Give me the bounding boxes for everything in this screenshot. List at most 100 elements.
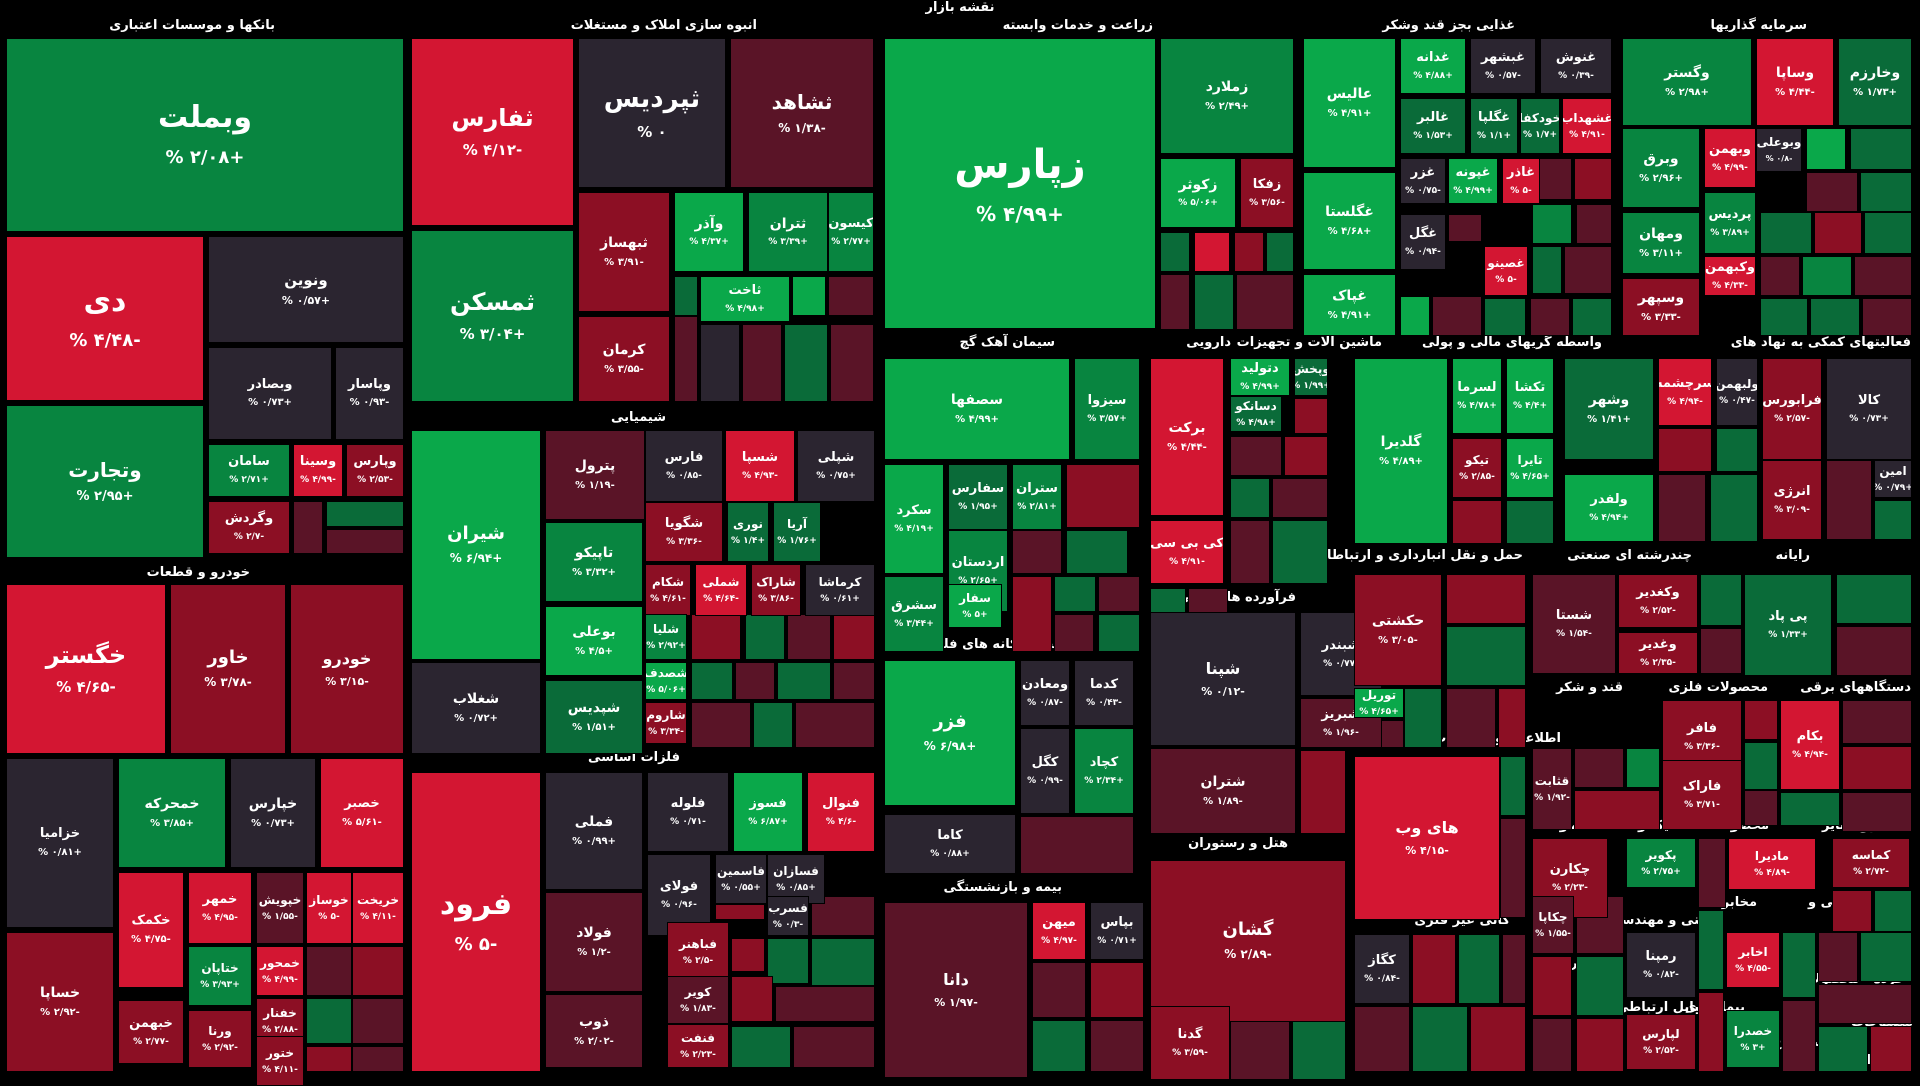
- stock-tile[interactable]: بکام -۴/۹۴ %: [1780, 700, 1840, 790]
- stock-tile[interactable]: وتجارت +۲/۹۵ %: [6, 405, 204, 558]
- small-tile[interactable]: [1294, 398, 1328, 434]
- stock-tile[interactable]: وبملت +۲/۰۸ %: [6, 38, 404, 232]
- stock-tile[interactable]: وشهر +۱/۴۱ %: [1564, 358, 1654, 460]
- small-tile[interactable]: [792, 276, 826, 316]
- small-tile[interactable]: [1066, 464, 1140, 528]
- small-tile[interactable]: [731, 976, 773, 1022]
- stock-tile[interactable]: غالبر +۱/۵۳ %: [1400, 98, 1466, 154]
- stock-tile[interactable]: وپارس -۲/۵۳ %: [346, 444, 404, 497]
- small-tile[interactable]: [1826, 460, 1872, 540]
- stock-tile[interactable]: حکشتی -۳/۰۵ %: [1354, 574, 1442, 686]
- stock-tile[interactable]: اخابر -۴/۵۵ %: [1726, 932, 1780, 988]
- small-tile[interactable]: [1484, 298, 1526, 336]
- stock-tile[interactable]: وبوعلی -۰/۸ %: [1756, 128, 1802, 172]
- small-tile[interactable]: [326, 501, 404, 527]
- small-tile[interactable]: [1412, 934, 1456, 1004]
- small-tile[interactable]: [1576, 956, 1624, 1016]
- stock-tile[interactable]: کیسون +۲/۷۷ %: [828, 192, 874, 272]
- stock-tile[interactable]: سصفها +۴/۹۹ %: [884, 358, 1070, 460]
- stock-tile[interactable]: تکشا +۴/۴ %: [1506, 358, 1554, 434]
- small-tile[interactable]: [767, 938, 809, 984]
- small-tile[interactable]: [1744, 700, 1778, 740]
- small-tile[interactable]: [1874, 500, 1912, 540]
- stock-tile[interactable]: وبرق +۲/۹۶ %: [1622, 128, 1700, 208]
- stock-tile[interactable]: ولبهمن -۰/۴۷ %: [1716, 358, 1758, 426]
- small-tile[interactable]: [1054, 576, 1096, 612]
- small-tile[interactable]: [742, 324, 782, 402]
- stock-tile[interactable]: قثابت -۱/۹۲ %: [1532, 748, 1572, 830]
- small-tile[interactable]: [1098, 614, 1140, 652]
- stock-tile[interactable]: کویر -۱/۸۳ %: [667, 976, 729, 1024]
- small-tile[interactable]: [1412, 1006, 1468, 1072]
- stock-tile[interactable]: کرماشا +۰/۶۱ %: [805, 564, 875, 616]
- small-tile[interactable]: [1032, 962, 1086, 1018]
- stock-tile[interactable]: خپارس +۰/۷۳ %: [230, 758, 316, 868]
- stock-tile[interactable]: سفار +۵ %: [948, 584, 1002, 628]
- stock-tile[interactable]: ومعادن -۰/۸۷ %: [1020, 660, 1070, 726]
- small-tile[interactable]: [1814, 212, 1862, 254]
- small-tile[interactable]: [1576, 1018, 1624, 1072]
- small-tile[interactable]: [306, 1046, 352, 1072]
- stock-tile[interactable]: فاراک -۳/۷۱ %: [1662, 760, 1742, 830]
- stock-tile[interactable]: کالا +۰/۷۳ %: [1826, 358, 1912, 460]
- stock-tile[interactable]: شپلی +۰/۷۵ %: [797, 430, 875, 502]
- small-tile[interactable]: [691, 662, 733, 700]
- small-tile[interactable]: [691, 702, 751, 748]
- small-tile[interactable]: [1806, 128, 1846, 170]
- stock-tile[interactable]: سامان +۲/۷۱ %: [208, 444, 290, 497]
- small-tile[interactable]: [1864, 212, 1912, 254]
- stock-tile[interactable]: غپاک +۴/۹۱ %: [1303, 274, 1396, 336]
- small-tile[interactable]: [793, 1026, 875, 1068]
- small-tile[interactable]: [1090, 1020, 1144, 1072]
- small-tile[interactable]: [1818, 1026, 1868, 1072]
- small-tile[interactable]: [306, 998, 352, 1044]
- stock-tile[interactable]: شاراک -۳/۸۶ %: [751, 564, 801, 616]
- small-tile[interactable]: [1098, 576, 1140, 612]
- stock-tile[interactable]: غشهداب -۴/۹۱ %: [1562, 98, 1612, 154]
- stock-tile[interactable]: فنفت -۲/۲۳ %: [667, 1024, 729, 1068]
- stock-tile[interactable]: خریخت -۴/۱۱ %: [352, 872, 404, 944]
- stock-tile[interactable]: سکرد +۴/۱۹ %: [884, 464, 944, 574]
- small-tile[interactable]: [1574, 790, 1660, 830]
- stock-tile[interactable]: سشرق +۳/۴۴ %: [884, 576, 944, 652]
- small-tile[interactable]: [1744, 790, 1778, 826]
- stock-tile[interactable]: فرابورس -۲/۵۷ %: [1762, 358, 1822, 460]
- small-tile[interactable]: [745, 614, 785, 660]
- stock-tile[interactable]: سفارس +۱/۹۵ %: [948, 464, 1008, 530]
- stock-tile[interactable]: تاپیکو +۳/۳۲ %: [545, 522, 643, 602]
- small-tile[interactable]: [787, 614, 831, 660]
- stock-tile[interactable]: وکبهمن -۴/۳۳ %: [1704, 256, 1756, 296]
- small-tile[interactable]: [811, 938, 875, 986]
- stock-tile[interactable]: کاما +۰/۸۸ %: [884, 814, 1016, 874]
- small-tile[interactable]: [1470, 1006, 1526, 1072]
- stock-tile[interactable]: ثبهساز -۳/۹۱ %: [578, 192, 670, 312]
- small-tile[interactable]: [1806, 172, 1858, 212]
- stock-tile[interactable]: ستران +۲/۸۱ %: [1012, 464, 1062, 530]
- stock-tile[interactable]: گشان -۲/۸۹ %: [1150, 860, 1346, 1022]
- stock-tile[interactable]: خصبر -۵/۶۱ %: [320, 758, 404, 868]
- small-tile[interactable]: [735, 662, 775, 700]
- stock-tile[interactable]: خاور -۳/۷۸ %: [170, 584, 286, 754]
- stock-tile[interactable]: وبهمن -۴/۹۹ %: [1704, 128, 1756, 188]
- small-tile[interactable]: [1564, 246, 1612, 294]
- small-tile[interactable]: [1862, 298, 1912, 336]
- small-tile[interactable]: [1574, 748, 1624, 788]
- small-tile[interactable]: [1160, 232, 1190, 272]
- stock-tile[interactable]: شلیا +۲/۹۲ %: [645, 614, 687, 660]
- small-tile[interactable]: [674, 316, 698, 402]
- stock-tile[interactable]: غزر -۰/۷۵ %: [1400, 158, 1446, 204]
- small-tile[interactable]: [1860, 172, 1912, 212]
- small-tile[interactable]: [1760, 298, 1808, 336]
- small-tile[interactable]: [1272, 520, 1328, 584]
- stock-tile[interactable]: خوساز -۵ %: [306, 872, 352, 944]
- small-tile[interactable]: [1284, 436, 1328, 476]
- small-tile[interactable]: [833, 614, 875, 660]
- stock-tile[interactable]: وسینا -۴/۹۹ %: [293, 444, 343, 497]
- small-tile[interactable]: [326, 529, 404, 554]
- stock-tile[interactable]: غگل -۰/۹۴ %: [1400, 214, 1446, 270]
- stock-tile[interactable]: شپنا -۰/۱۲ %: [1150, 612, 1296, 746]
- stock-tile[interactable]: وگستر +۲/۹۸ %: [1622, 38, 1752, 126]
- stock-tile[interactable]: شکام -۴/۶۱ %: [645, 564, 691, 616]
- small-tile[interactable]: [1090, 962, 1144, 1018]
- stock-tile[interactable]: فسرب -۰/۳ %: [767, 896, 809, 936]
